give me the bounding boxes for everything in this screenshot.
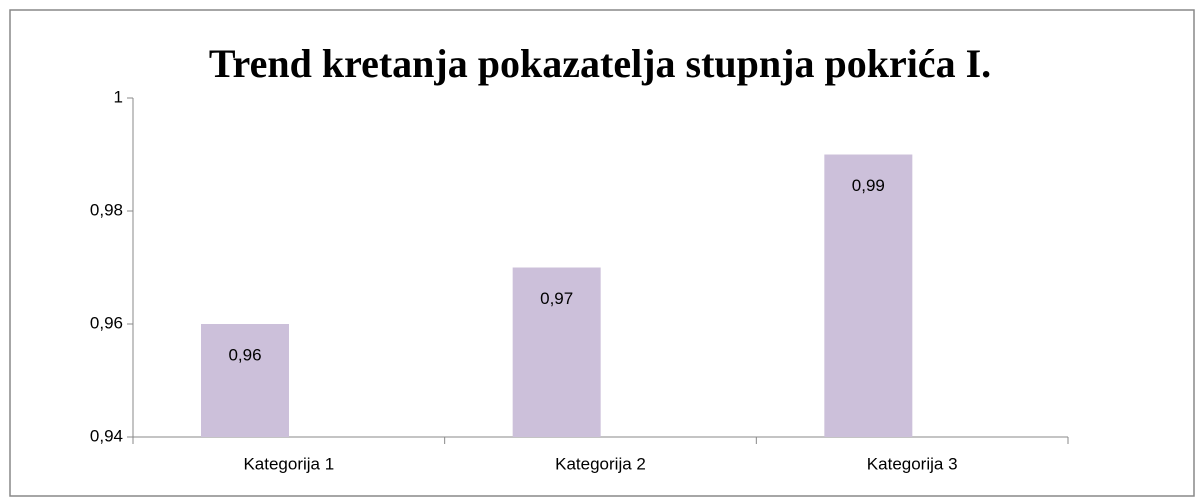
y-tick-label: 1 <box>114 87 123 106</box>
data-label: 0,99 <box>852 176 885 195</box>
bar <box>512 267 601 437</box>
data-label: 0,96 <box>228 345 261 364</box>
y-tick-label: 0,98 <box>90 200 123 219</box>
x-tick-label: Kategorija 3 <box>867 454 958 473</box>
x-tick-label: Kategorija 1 <box>243 454 334 473</box>
y-tick-label: 0,96 <box>90 313 123 332</box>
y-tick-label: 0,94 <box>90 426 123 445</box>
bar <box>824 154 913 437</box>
data-label: 0,97 <box>540 289 573 308</box>
bar <box>201 324 289 437</box>
x-tick-label: Kategorija 2 <box>555 454 646 473</box>
chart-title: Trend kretanja pokazatelja stupnja pokri… <box>209 41 991 86</box>
